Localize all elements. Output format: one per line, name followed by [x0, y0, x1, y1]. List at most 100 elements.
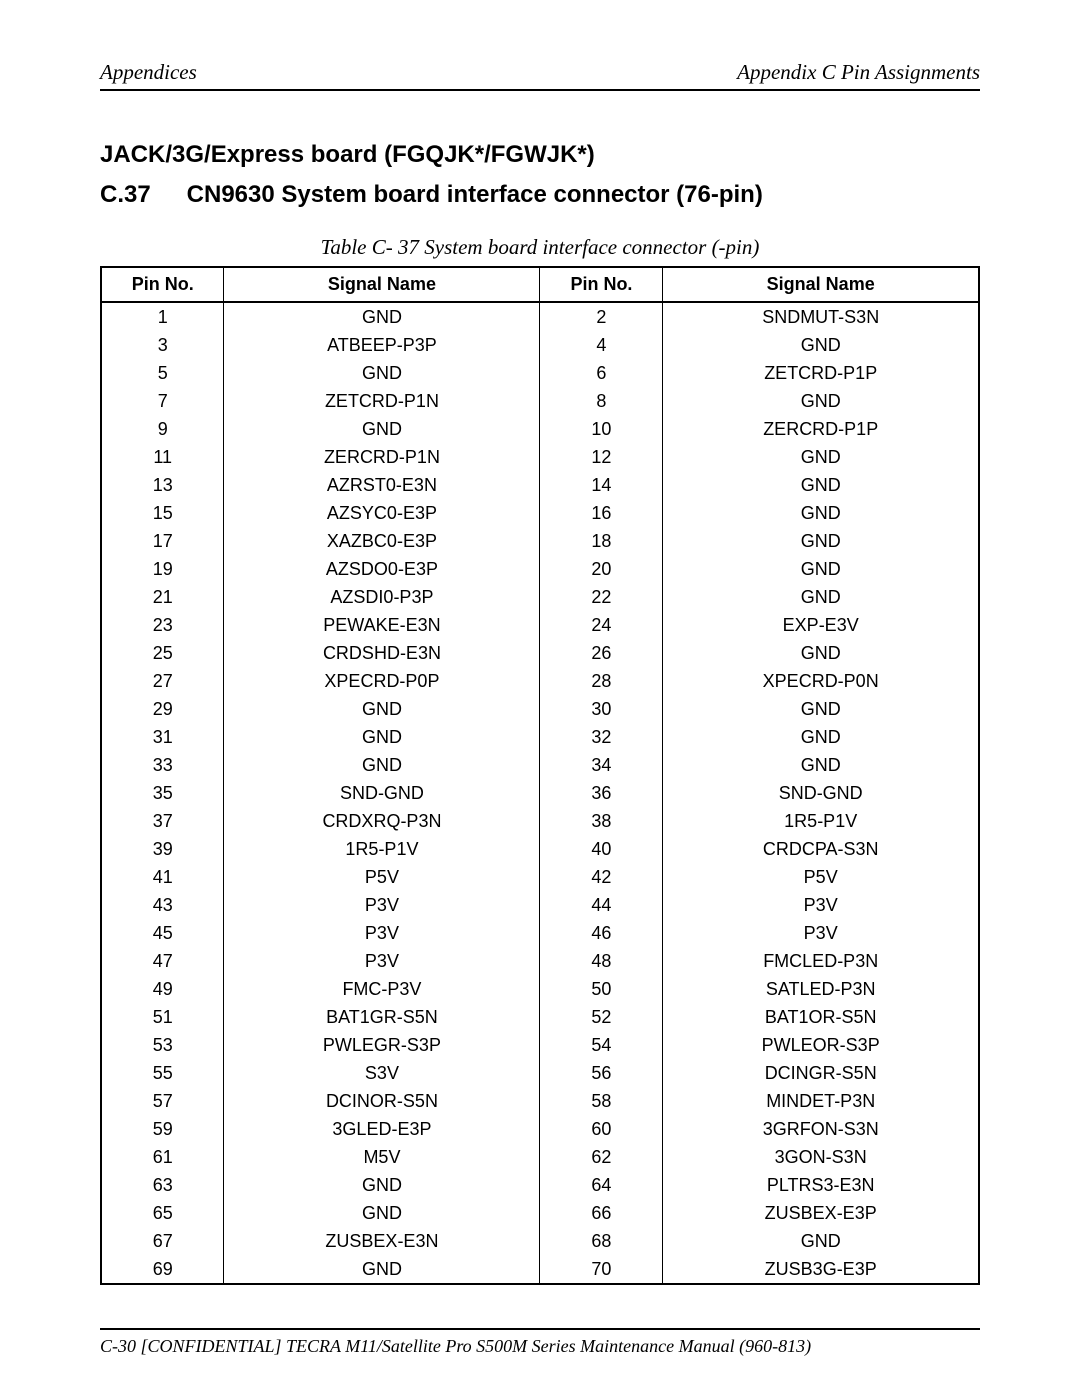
pin-cell: 59 [101, 1115, 224, 1143]
pin-cell: 3 [101, 331, 224, 359]
pin-cell: 53 [101, 1031, 224, 1059]
pin-cell: 8 [540, 387, 663, 415]
signal-cell: 3GRFON-S3N [663, 1115, 979, 1143]
signal-cell: P3V [224, 891, 540, 919]
pin-cell: 28 [540, 667, 663, 695]
table-row: 593GLED-E3P603GRFON-S3N [101, 1115, 979, 1143]
section-label: C.37 [100, 181, 180, 209]
signal-cell: MINDET-P3N [663, 1087, 979, 1115]
pin-cell: 24 [540, 611, 663, 639]
signal-cell: CRDCPA-S3N [663, 835, 979, 863]
signal-cell: GND [663, 751, 979, 779]
pin-cell: 49 [101, 975, 224, 1003]
signal-cell: P3V [663, 919, 979, 947]
signal-cell: GND [663, 1227, 979, 1255]
running-head-right: Appendix C Pin Assignments [737, 60, 980, 85]
col-header-signal-2: Signal Name [663, 267, 979, 302]
signal-cell: GND [224, 751, 540, 779]
pin-cell: 31 [101, 723, 224, 751]
signal-cell: XAZBC0-E3P [224, 527, 540, 555]
table-row: 13AZRST0-E3N14GND [101, 471, 979, 499]
table-row: 391R5-P1V40CRDCPA-S3N [101, 835, 979, 863]
table-row: 1GND2SNDMUT-S3N [101, 302, 979, 331]
signal-cell: XPECRD-P0N [663, 667, 979, 695]
col-header-pin-2: Pin No. [540, 267, 663, 302]
signal-cell: DCINOR-S5N [224, 1087, 540, 1115]
signal-cell: GND [663, 443, 979, 471]
signal-cell: GND [663, 639, 979, 667]
table-row: 69GND70ZUSB3G-E3P [101, 1255, 979, 1284]
signal-cell: SND-GND [663, 779, 979, 807]
signal-cell: S3V [224, 1059, 540, 1087]
signal-cell: GND [224, 415, 540, 443]
pin-cell: 29 [101, 695, 224, 723]
running-head-left: Appendices [100, 60, 197, 85]
signal-cell: GND [663, 723, 979, 751]
signal-cell: 1R5-P1V [663, 807, 979, 835]
pin-cell: 62 [540, 1143, 663, 1171]
table-row: 63GND64PLTRS3-E3N [101, 1171, 979, 1199]
table-row: 51BAT1GR-S5N52BAT1OR-S5N [101, 1003, 979, 1031]
pin-cell: 52 [540, 1003, 663, 1031]
pin-cell: 51 [101, 1003, 224, 1031]
pin-cell: 47 [101, 947, 224, 975]
table-caption: Table C- 37 System board interface conne… [100, 235, 980, 260]
signal-cell: GND [663, 555, 979, 583]
signal-cell: XPECRD-P0P [224, 667, 540, 695]
signal-cell: ZERCRD-P1P [663, 415, 979, 443]
pin-cell: 5 [101, 359, 224, 387]
pin-cell: 1 [101, 302, 224, 331]
pin-table: Pin No. Signal Name Pin No. Signal Name … [100, 266, 980, 1285]
pin-cell: 7 [101, 387, 224, 415]
signal-cell: 3GLED-E3P [224, 1115, 540, 1143]
table-row: 41P5V42P5V [101, 863, 979, 891]
pin-cell: 23 [101, 611, 224, 639]
table-row: 53PWLEGR-S3P54PWLEOR-S3P [101, 1031, 979, 1059]
table-row: 47P3V48FMCLED-P3N [101, 947, 979, 975]
pin-cell: 39 [101, 835, 224, 863]
table-row: 19AZSDO0-E3P20GND [101, 555, 979, 583]
pin-cell: 32 [540, 723, 663, 751]
pin-cell: 9 [101, 415, 224, 443]
signal-cell: GND [224, 302, 540, 331]
signal-cell: PEWAKE-E3N [224, 611, 540, 639]
pin-cell: 34 [540, 751, 663, 779]
pin-cell: 58 [540, 1087, 663, 1115]
table-row: 15AZSYC0-E3P16GND [101, 499, 979, 527]
signal-cell: M5V [224, 1143, 540, 1171]
signal-cell: GND [224, 1199, 540, 1227]
pin-cell: 57 [101, 1087, 224, 1115]
col-header-signal-1: Signal Name [224, 267, 540, 302]
pin-cell: 41 [101, 863, 224, 891]
signal-cell: ATBEEP-P3P [224, 331, 540, 359]
pin-cell: 13 [101, 471, 224, 499]
signal-cell: AZSYC0-E3P [224, 499, 540, 527]
pin-cell: 11 [101, 443, 224, 471]
table-row: 29GND30GND [101, 695, 979, 723]
pin-cell: 6 [540, 359, 663, 387]
pin-cell: 48 [540, 947, 663, 975]
pin-cell: 50 [540, 975, 663, 1003]
signal-cell: GND [663, 583, 979, 611]
pin-cell: 15 [101, 499, 224, 527]
page-footer: C-30 [CONFIDENTIAL] TECRA M11/Satellite … [100, 1328, 980, 1357]
pin-cell: 4 [540, 331, 663, 359]
pin-cell: 44 [540, 891, 663, 919]
table-row: 57DCINOR-S5N58MINDET-P3N [101, 1087, 979, 1115]
signal-cell: ZETCRD-P1N [224, 387, 540, 415]
section-title: CN9630 System board interface connector … [187, 181, 763, 208]
signal-cell: GND [224, 1255, 540, 1284]
table-row: 5GND6ZETCRD-P1P [101, 359, 979, 387]
pin-cell: 55 [101, 1059, 224, 1087]
table-head: Pin No. Signal Name Pin No. Signal Name [101, 267, 979, 302]
pin-cell: 40 [540, 835, 663, 863]
signal-cell: P3V [224, 919, 540, 947]
pin-cell: 35 [101, 779, 224, 807]
pin-cell: 46 [540, 919, 663, 947]
table-row: 7ZETCRD-P1N8GND [101, 387, 979, 415]
table-row: 43P3V44P3V [101, 891, 979, 919]
signal-cell: FMC-P3V [224, 975, 540, 1003]
pin-cell: 68 [540, 1227, 663, 1255]
signal-cell: GND [224, 1171, 540, 1199]
signal-cell: AZSDO0-E3P [224, 555, 540, 583]
